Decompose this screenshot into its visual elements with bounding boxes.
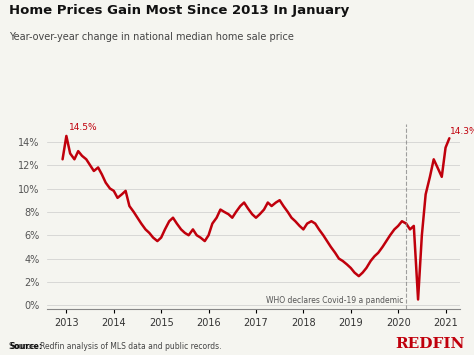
Text: 14.3%: 14.3% [450, 127, 474, 136]
Text: Year-over-year change in national median home sale price: Year-over-year change in national median… [9, 32, 294, 42]
Text: Source:: Source: [9, 343, 43, 351]
Text: WHO declares Covid-19 a pandemic: WHO declares Covid-19 a pandemic [266, 296, 404, 305]
Text: Source: Redfin analysis of MLS data and public records.: Source: Redfin analysis of MLS data and … [9, 343, 222, 351]
Text: REDFIN: REDFIN [395, 338, 465, 351]
Text: Home Prices Gain Most Since 2013 In January: Home Prices Gain Most Since 2013 In Janu… [9, 4, 350, 17]
Text: 14.5%: 14.5% [69, 124, 97, 132]
